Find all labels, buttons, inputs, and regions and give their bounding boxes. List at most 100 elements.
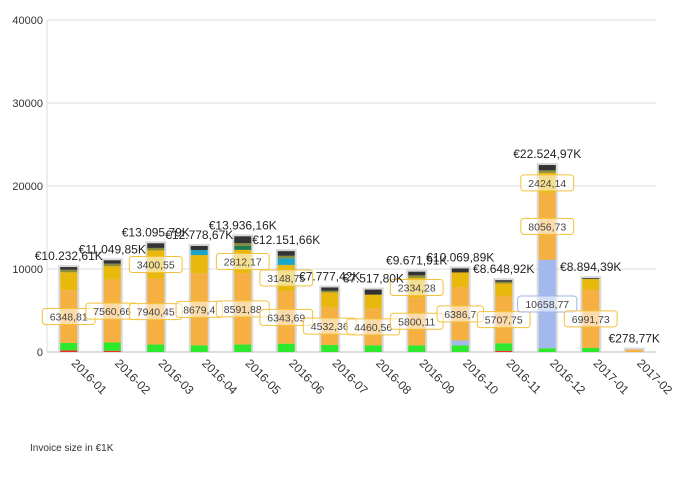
value-label: 8056,73 [520,217,575,235]
value-label-box [128,256,183,274]
total-label: €8.648,92K [473,262,534,276]
x-tick-label: 2016-03 [156,356,197,397]
total-label: €8.894,39K [560,260,621,274]
value-label-text: 3400,55 [137,260,175,272]
bar-segment-green [538,348,556,352]
y-axis: 0 10000 20000 30000 40000 [12,15,48,359]
value-label: 10658,77 [517,295,578,313]
value-label-text: 4532,36 [311,321,349,333]
value-label-text: 6386,7 [444,309,476,321]
value-label-box [517,295,578,313]
total-label: €10.232,61K [35,249,103,263]
x-tick-label: 2016-01 [69,356,110,397]
value-label-box [520,174,575,192]
x-tick-label: 2016-02 [112,356,153,397]
bar-segment-green [234,344,252,352]
bar-segment-black [495,280,513,282]
bar-segment-red [495,350,513,352]
bar-segment-gold [103,266,121,280]
total-label: €7.517,80K [343,272,404,286]
bar-segment-olive [147,247,165,251]
total-label: €13.936,16K [209,218,277,232]
value-label-text: 7560,66 [93,306,131,318]
y-tick-label: 0 [37,347,43,359]
value-label-text: 3148,75 [267,273,305,285]
value-label-box [259,308,314,326]
x-tick-label: 2016-10 [460,356,501,397]
bar-segment-gold [495,283,513,296]
total-label: €278,77K [609,332,660,346]
value-label: 4532,36 [302,317,357,335]
bar-segment-orange [625,349,643,352]
bar-segment-black [277,251,295,256]
bar-segment-green [321,344,339,352]
bar-segment-dark-green [234,245,252,250]
x-tick-label: 2016-07 [330,356,371,397]
value-label: 3148,75 [259,269,314,287]
bar-segment-blue [451,340,469,346]
bar-segment-olive [321,290,339,293]
total-label: €12.151,66K [252,233,320,247]
bar-segment-teal [277,258,295,265]
bar-segment-black [408,271,426,276]
bar-segment-green [495,343,513,351]
x-axis: 2016-01 2016-02 2016-03 2016-04 2016-05 2016-… [69,356,674,397]
total-label: €9.671,91K [386,254,447,268]
bar-segment-gold [364,294,382,309]
bar-segment-black [451,268,469,273]
value-label-box [389,279,444,297]
value-label: 2334,28 [389,279,444,297]
value-label: 6343,69 [259,308,314,326]
bar-segment-green [408,345,426,352]
total-labels: €10.232,61K€11.049,85K €13.095,79K€12.778… [35,147,660,346]
value-label: 5707,75 [476,311,531,329]
bar-segment-black [321,287,339,291]
x-tick-label: 2016-05 [243,356,284,397]
bar-segment-green [364,345,382,352]
bar-segment-black [538,165,556,171]
value-label-text: 8591,88 [224,304,262,316]
value-label-text: 10658,77 [525,299,569,311]
bar-stack [232,234,254,352]
bar-segment-black [103,260,121,264]
value-label-text: 6991,73 [572,314,610,326]
x-tick-label: 2017-01 [591,356,632,397]
y-tick-label: 10000 [12,264,43,276]
bar-stack [275,249,297,352]
y-tick-label: 40000 [12,15,43,27]
total-label: €11.049,85K [79,242,146,256]
x-tick-label: 2017-02 [634,356,674,397]
bar-segment-gold [321,292,339,308]
bar-segment-red [103,350,121,352]
value-label-text: 2424,14 [528,178,566,190]
bar-segment-green [190,345,208,352]
bar-stack [536,163,558,352]
value-label-text: 5707,75 [485,315,523,327]
bar-segment-black [147,243,165,248]
value-label: 2424,14 [520,174,575,192]
bar-segment-olive [495,281,513,284]
value-label: 5800,11 [389,312,444,330]
bar-segment-olive [103,263,121,267]
bar-segment-green [451,345,469,352]
chart-footnote: Invoice size in €1K [30,443,114,454]
value-label: 6386,7 [436,305,484,323]
bar-segment-gold [451,272,469,288]
value-label: 2812,17 [215,253,270,271]
bar-segment-teal [190,250,208,256]
x-tick-label: 2016-11 [504,356,545,397]
value-label: 7940,45 [128,303,183,321]
bar-segment-gold [190,255,208,274]
value-label-box [520,217,575,235]
y-tick-label: 30000 [12,98,43,110]
value-label-text: 6348,81 [50,312,88,324]
value-label-text: 8056,73 [528,221,566,233]
value-label-text: 2812,17 [224,257,262,269]
bar-segment-black [60,267,78,270]
bar-segment-black [582,278,600,280]
value-label: 7560,66 [85,302,140,320]
value-label: 8679,4 [175,300,223,318]
value-label-text: 7940,45 [137,307,175,319]
value-label-text: 4460,56 [354,322,392,334]
y-tick-label: 20000 [12,181,43,193]
